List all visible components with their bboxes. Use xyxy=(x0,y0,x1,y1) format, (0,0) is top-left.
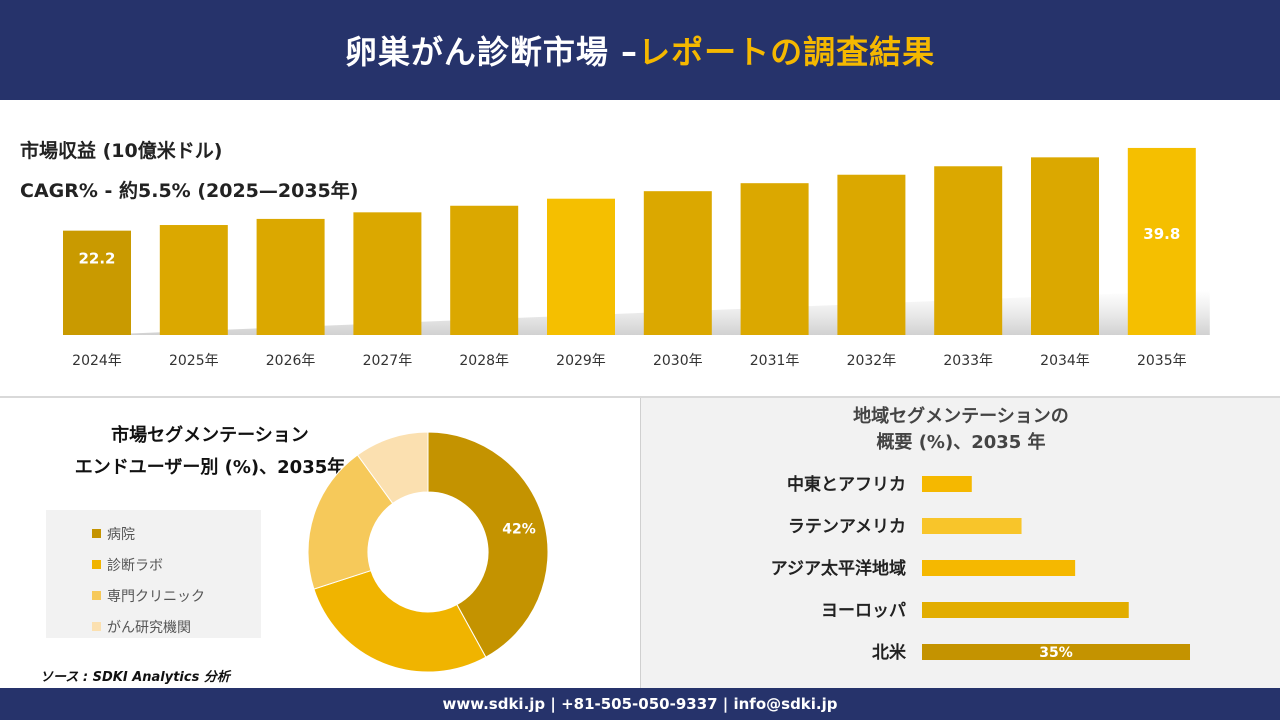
section-divider xyxy=(0,396,1280,398)
legend-swatch xyxy=(92,622,101,631)
region-segment-title: 地域セグメンテーションの 概要 (%)、2035 年 xyxy=(771,404,1151,456)
donut-slice-がん研究機関 xyxy=(356,431,429,505)
bar-2027年 xyxy=(353,212,422,335)
hbar-アジア太平洋地域 xyxy=(922,560,1076,576)
hbar-data-label: 35% xyxy=(1039,645,1073,661)
legend-swatch xyxy=(92,591,101,600)
legend-label: 専門クリニック xyxy=(107,588,205,605)
y-category-label: 北米 xyxy=(872,642,907,663)
bar-2031年 xyxy=(740,183,809,335)
legend-label: 病院 xyxy=(107,526,135,543)
page-title: 卵巣がん診断市場 –レポートの調査結果 xyxy=(345,27,935,73)
bar-data-label: 39.8 xyxy=(1143,225,1180,243)
hbar-ラテンアメリカ xyxy=(922,518,1022,534)
legend-swatch xyxy=(92,560,101,569)
title-accent: レポートの調査結果 xyxy=(638,33,936,71)
y-category-label: 中東とアフリカ xyxy=(787,474,906,495)
donut-slice-診断ラボ xyxy=(313,569,487,673)
source-note: ソース : SDKI Analytics 分析 xyxy=(40,670,230,685)
end-user-segment-title: 市場セグメンテーション エンドユーザー別 (%)、2035年 xyxy=(30,420,390,484)
cagr-label: CAGR% - 約5.5% (2025—2035年) xyxy=(20,180,359,202)
end-user-title-line1: 市場セグメンテーション xyxy=(111,425,309,446)
x-tick-label: 2030年 xyxy=(653,353,703,369)
end-user-segment-panel: 市場セグメンテーション エンドユーザー別 (%)、2035年 病院診断ラボ専門ク… xyxy=(0,398,640,688)
x-tick-label: 2027年 xyxy=(363,353,413,369)
legend-item: 診断ラボ xyxy=(92,549,261,580)
bar-2025年 xyxy=(159,225,228,335)
end-user-title-line2: エンドユーザー別 (%)、2035年 xyxy=(74,457,346,478)
x-tick-label: 2032年 xyxy=(847,353,897,369)
bar-2030年 xyxy=(643,191,712,335)
header-banner: 卵巣がん診断市場 –レポートの調査結果 xyxy=(0,0,1280,100)
legend-item: 病院 xyxy=(92,518,261,549)
bar-2026年 xyxy=(256,218,325,335)
x-tick-label: 2034年 xyxy=(1040,353,1090,369)
region-title-line2: 概要 (%)、2035 年 xyxy=(876,432,1046,453)
bar-2034年 xyxy=(1031,157,1099,335)
bar-2033年 xyxy=(934,166,1003,335)
bar-data-label: 22.2 xyxy=(78,250,115,268)
bar-2029年 xyxy=(547,198,615,335)
x-tick-label: 2024年 xyxy=(72,353,122,369)
revenue-label: 市場収益 (10億米ドル) xyxy=(20,140,223,162)
market-meta: 市場収益 (10億米ドル) CAGR% - 約5.5% (2025—2035年) xyxy=(20,136,358,216)
region-segment-panel: 地域セグメンテーションの 概要 (%)、2035 年 中東とアフリカ ラテンアメリ… xyxy=(641,398,1280,688)
x-tick-label: 2029年 xyxy=(556,353,606,369)
donut-slice-病院 xyxy=(427,431,549,658)
x-tick-label: 2028年 xyxy=(459,353,509,369)
x-tick-label: 2026年 xyxy=(266,353,316,369)
hbar-北米 xyxy=(922,644,1190,660)
x-tick-label: 2033年 xyxy=(943,353,993,369)
legend-item: 専門クリニック xyxy=(92,580,261,611)
donut-slice-専門クリニック xyxy=(307,454,394,590)
hbar-中東とアフリカ xyxy=(922,476,972,492)
panel-divider xyxy=(640,398,641,688)
footer-bar: www.sdki.jp | +81-505-050-9337 | info@sd… xyxy=(0,688,1280,720)
y-category-label: アジア太平洋地域 xyxy=(771,558,906,579)
bar-2035年 xyxy=(1127,147,1196,335)
bar-2024年 xyxy=(63,230,131,335)
donut-legend: 病院診断ラボ専門クリニック がん研究機関 xyxy=(46,510,261,638)
hbar-ヨーロッパ xyxy=(922,602,1129,618)
x-tick-label: 2031年 xyxy=(750,353,800,369)
bar-2028年 xyxy=(450,205,519,335)
y-category-label: ヨーロッパ xyxy=(821,601,906,621)
legend-label: がん研究機関 xyxy=(107,619,191,636)
legend-label: 診断ラボ xyxy=(107,557,163,574)
x-tick-label: 2035年 xyxy=(1137,353,1187,369)
title-main: 卵巣がん診断市場 – xyxy=(344,33,639,71)
bar-2032年 xyxy=(837,174,906,335)
donut-data-label: 42% xyxy=(502,522,536,538)
footer-contact[interactable]: www.sdki.jp | +81-505-050-9337 | info@sd… xyxy=(442,695,838,713)
legend-item: がん研究機関 xyxy=(92,611,261,642)
y-category-label: ラテンアメリカ xyxy=(788,517,906,537)
x-tick-label: 2025年 xyxy=(169,353,219,369)
region-title-line1: 地域セグメンテーションの xyxy=(853,406,1069,427)
end-user-donut-chart: 42% xyxy=(307,431,549,673)
revenue-bar-chart: 2024年 22.2 2025年 2026年 2027年 2028年 2029年 2030年 2… xyxy=(63,147,1210,369)
legend-swatch xyxy=(92,529,101,538)
